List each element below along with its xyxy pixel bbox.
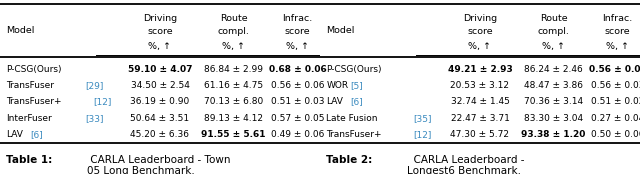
- Text: 0.51 ± 0.03: 0.51 ± 0.03: [271, 97, 324, 106]
- Text: compl.: compl.: [218, 27, 250, 36]
- Text: 91.55 ± 5.61: 91.55 ± 5.61: [202, 130, 266, 139]
- Text: %, ↑: %, ↑: [222, 42, 245, 51]
- Text: Model: Model: [326, 26, 355, 35]
- Text: 0.50 ± 0.06: 0.50 ± 0.06: [591, 130, 640, 139]
- Text: LAV: LAV: [6, 130, 23, 139]
- Text: Route: Route: [220, 14, 248, 23]
- Text: Driving: Driving: [143, 14, 177, 23]
- Text: 0.49 ± 0.06: 0.49 ± 0.06: [271, 130, 324, 139]
- Text: [33]: [33]: [86, 114, 104, 123]
- Text: %, ↑: %, ↑: [286, 42, 309, 51]
- Text: 70.36 ± 3.14: 70.36 ± 3.14: [524, 97, 583, 106]
- Text: compl.: compl.: [538, 27, 570, 36]
- Text: 0.51 ± 0.02: 0.51 ± 0.02: [591, 97, 640, 106]
- Text: %, ↑: %, ↑: [542, 42, 565, 51]
- Text: Route: Route: [540, 14, 568, 23]
- Text: 86.24 ± 2.46: 86.24 ± 2.46: [524, 65, 583, 74]
- Text: 83.30 ± 3.04: 83.30 ± 3.04: [524, 114, 583, 123]
- Text: [29]: [29]: [86, 81, 104, 90]
- Text: score: score: [605, 27, 630, 36]
- Text: 22.47 ± 3.71: 22.47 ± 3.71: [451, 114, 509, 123]
- Text: 36.19 ± 0.90: 36.19 ± 0.90: [131, 97, 189, 106]
- Text: 34.50 ± 2.54: 34.50 ± 2.54: [131, 81, 189, 90]
- Text: Model: Model: [6, 26, 35, 35]
- Text: score: score: [467, 27, 493, 36]
- Text: TransFuser: TransFuser: [6, 81, 54, 90]
- Text: score: score: [285, 27, 310, 36]
- Text: 0.57 ± 0.05: 0.57 ± 0.05: [271, 114, 324, 123]
- Text: [12]: [12]: [413, 130, 432, 139]
- Text: %, ↑: %, ↑: [468, 42, 492, 51]
- Text: 93.38 ± 1.20: 93.38 ± 1.20: [522, 130, 586, 139]
- Text: [35]: [35]: [413, 114, 432, 123]
- Text: 86.84 ± 2.99: 86.84 ± 2.99: [204, 65, 263, 74]
- Text: 70.13 ± 6.80: 70.13 ± 6.80: [204, 97, 263, 106]
- Text: 32.74 ± 1.45: 32.74 ± 1.45: [451, 97, 509, 106]
- Text: 45.20 ± 6.36: 45.20 ± 6.36: [131, 130, 189, 139]
- Text: P-CSG(Ours): P-CSG(Ours): [326, 65, 382, 74]
- Text: Late Fusion: Late Fusion: [326, 114, 378, 123]
- Text: TransFuser+: TransFuser+: [326, 130, 382, 139]
- Text: [6]: [6]: [30, 130, 43, 139]
- Text: 61.16 ± 4.75: 61.16 ± 4.75: [204, 81, 263, 90]
- Text: 59.10 ± 4.07: 59.10 ± 4.07: [128, 65, 192, 74]
- Text: 0.27 ± 0.04: 0.27 ± 0.04: [591, 114, 640, 123]
- Text: InterFuser: InterFuser: [6, 114, 52, 123]
- Text: 0.56 ± 0.06: 0.56 ± 0.06: [271, 81, 324, 90]
- Text: 48.47 ± 3.86: 48.47 ± 3.86: [524, 81, 583, 90]
- Text: Table 1:: Table 1:: [6, 155, 52, 165]
- Text: LAV: LAV: [326, 97, 343, 106]
- Text: 89.13 ± 4.12: 89.13 ± 4.12: [204, 114, 263, 123]
- Text: Driving: Driving: [463, 14, 497, 23]
- Text: WOR: WOR: [326, 81, 349, 90]
- Text: 20.53 ± 3.12: 20.53 ± 3.12: [451, 81, 509, 90]
- Text: [12]: [12]: [93, 97, 112, 106]
- Text: 50.64 ± 3.51: 50.64 ± 3.51: [131, 114, 189, 123]
- Text: [5]: [5]: [350, 81, 363, 90]
- Text: Infrac.: Infrac.: [282, 14, 313, 23]
- Text: 47.30 ± 5.72: 47.30 ± 5.72: [451, 130, 509, 139]
- Text: score: score: [147, 27, 173, 36]
- Text: 0.56 ± 0.03: 0.56 ± 0.03: [591, 81, 640, 90]
- Text: CARLA Leaderboard -
Longest6 Benchmark.: CARLA Leaderboard - Longest6 Benchmark.: [407, 155, 525, 174]
- Text: %, ↑: %, ↑: [606, 42, 629, 51]
- Text: Table 2:: Table 2:: [326, 155, 372, 165]
- Text: CARLA Leaderboard - Town
05 Long Benchmark.: CARLA Leaderboard - Town 05 Long Benchma…: [87, 155, 230, 174]
- Text: 49.21 ± 2.93: 49.21 ± 2.93: [447, 65, 513, 74]
- Text: 0.56 ± 0.04: 0.56 ± 0.04: [589, 65, 640, 74]
- Text: %, ↑: %, ↑: [148, 42, 172, 51]
- Text: [6]: [6]: [350, 97, 363, 106]
- Text: P-CSG(Ours): P-CSG(Ours): [6, 65, 62, 74]
- Text: Infrac.: Infrac.: [602, 14, 633, 23]
- Text: TransFuser+: TransFuser+: [6, 97, 62, 106]
- Text: 0.68 ± 0.06: 0.68 ± 0.06: [269, 65, 326, 74]
